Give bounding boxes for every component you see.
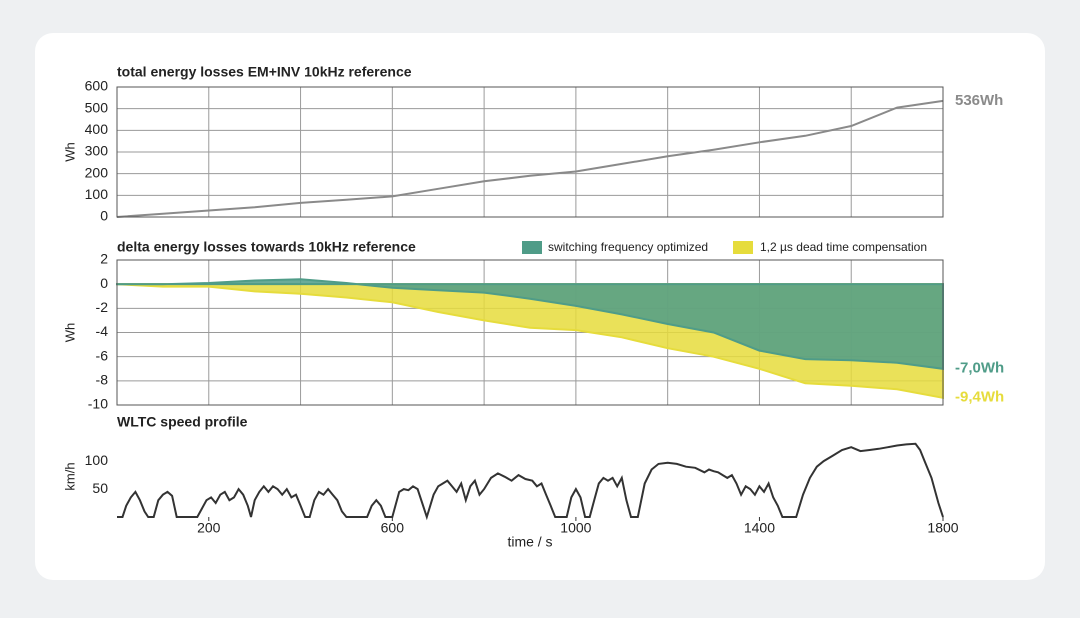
x-axis-label: time / s [507,534,552,550]
y-axis-label: Wh [62,142,77,162]
plot-frame [116,86,944,218]
y-tick-label: 600 [85,78,109,94]
x-tick-label: 200 [197,520,221,536]
line [116,99,944,218]
y-axis-label: Wh [62,323,77,343]
value-label: -9,4Wh [955,389,1004,406]
x-tick-label: 1800 [927,520,958,536]
y-tick-label: 2 [100,251,108,267]
panel-title: total energy losses EM+INV 10kHz referen… [117,64,412,80]
value-label: -7,0Wh [955,360,1004,377]
y-axis-label: km/h [62,462,77,490]
y-tick-label: -8 [96,372,109,388]
y-tick-label: 0 [100,208,108,224]
legend-swatch [733,241,753,254]
y-tick-label: -2 [96,299,109,315]
y-tick-label: 500 [85,99,109,115]
y-tick-label: 200 [85,164,109,180]
y-tick-label: 50 [92,480,108,496]
y-tick-label: -4 [96,323,109,339]
y-tick-label: 100 [85,452,109,468]
y-tick-label: 100 [85,186,109,202]
x-tick-label: 1000 [560,520,591,536]
value-label: 536Wh [955,92,1003,109]
y-tick-label: 0 [100,275,108,291]
y-tick-label: -6 [96,347,109,363]
x-tick-label: 1400 [744,520,775,536]
panel-title: WLTC speed profile [117,414,248,430]
legend-label: 1,2 µs dead time compensation [760,240,927,254]
panel-title: delta energy losses towards 10kHz refere… [117,239,416,255]
y-tick-label: 300 [85,143,109,159]
y-tick-label: 400 [85,121,109,137]
line [117,442,944,521]
x-tick-label: 600 [381,520,405,536]
legend-swatch [522,241,542,254]
area [116,278,944,370]
legend-label: switching frequency optimized [548,240,708,254]
plot-frame [116,259,944,406]
y-tick-label: -10 [88,396,108,412]
